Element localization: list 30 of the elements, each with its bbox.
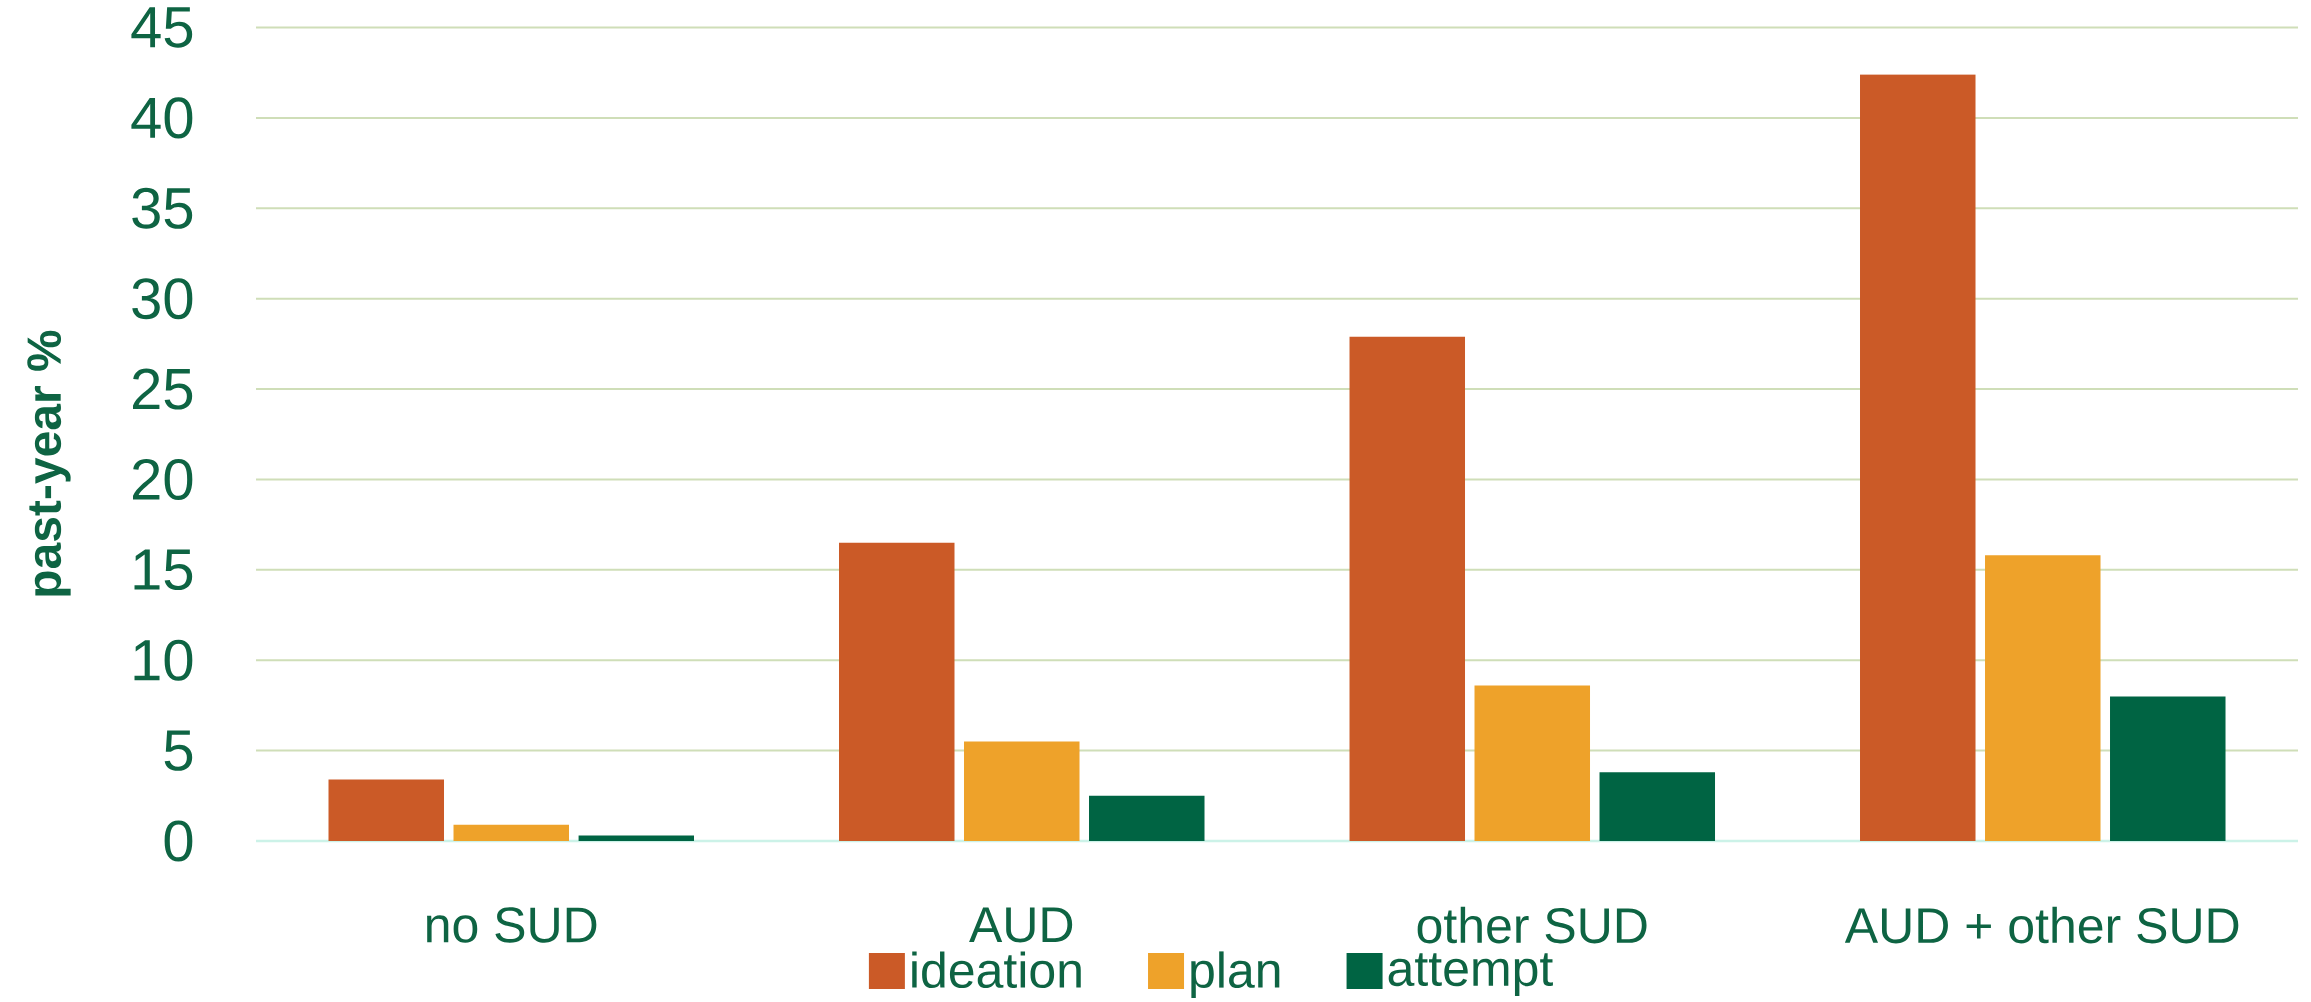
bar (578, 835, 695, 841)
y-tick-label: 0 (164, 820, 193, 862)
bar (1349, 336, 1466, 841)
legend-label: ideation (912, 951, 1081, 989)
legend-label: plan (1191, 951, 1280, 998)
bar (839, 542, 955, 841)
bar (453, 824, 570, 841)
legend-label: attempt (1388, 953, 1553, 997)
x-tick-label: other SUD (1417, 906, 1647, 944)
y-tick-label: 40 (131, 97, 193, 139)
bar (1599, 772, 1716, 841)
y-tick-label: 30 (132, 278, 193, 320)
y-tick-label: 5 (164, 730, 193, 771)
x-tick-label: no SUD (427, 907, 597, 943)
y-tick-label: 10 (134, 639, 193, 681)
bar (1474, 685, 1591, 841)
y-tick-label: 20 (133, 458, 193, 500)
x-tick-label: AUD (969, 907, 1073, 943)
bar (1089, 795, 1205, 841)
y-tick-label: 25 (133, 368, 193, 410)
y-tick-label: 35 (132, 187, 193, 229)
bar (328, 779, 445, 841)
y-tick-label: 45 (131, 7, 193, 48)
y-tick-label: 15 (134, 549, 193, 591)
bar (2110, 696, 2226, 841)
y-axis-title: past-year % (27, 330, 71, 596)
bar (1985, 555, 2101, 841)
bar (964, 741, 1080, 841)
x-tick-label: AUD + other SUD (1844, 906, 2239, 944)
bar (1860, 74, 1976, 841)
